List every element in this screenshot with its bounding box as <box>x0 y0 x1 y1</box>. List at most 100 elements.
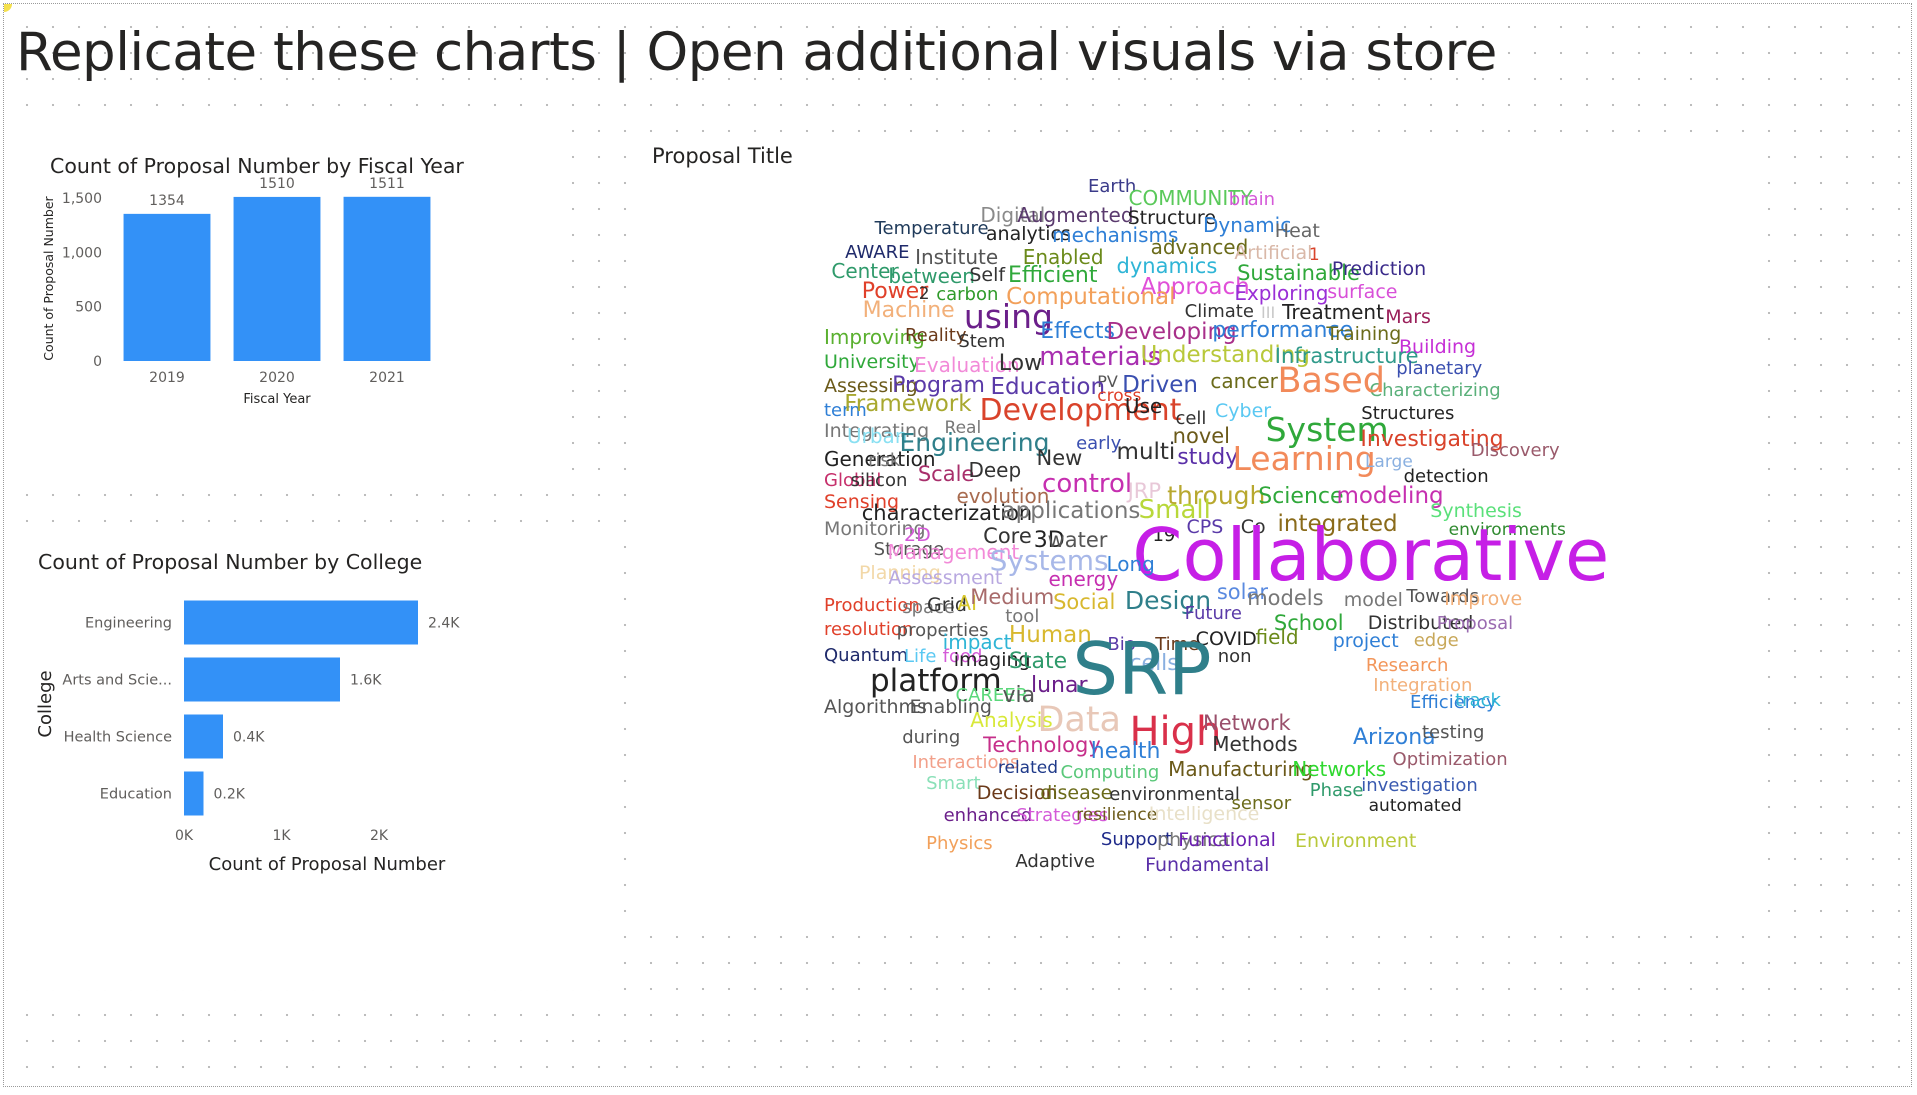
word-cloud-word[interactable]: cell <box>1175 408 1207 430</box>
word-cloud-word[interactable]: Core <box>983 524 1032 549</box>
word-cloud-word[interactable]: Scale <box>917 461 975 486</box>
bar[interactable] <box>184 600 418 645</box>
word-cloud-word[interactable]: Design <box>1124 586 1212 616</box>
word-cloud-word[interactable]: III <box>1261 303 1276 323</box>
word-cloud-word[interactable]: resolution <box>824 619 914 641</box>
word-cloud-word[interactable]: Machine <box>862 298 955 324</box>
word-cloud-word[interactable]: Adaptive <box>1015 851 1096 873</box>
bar[interactable] <box>184 714 223 759</box>
word-cloud-word[interactable]: study <box>1177 444 1239 470</box>
word-cloud-word[interactable]: imaging <box>953 648 1031 671</box>
word-cloud-word[interactable]: High <box>1129 708 1222 755</box>
word-cloud-word[interactable]: between <box>888 264 975 289</box>
word-cloud-word[interactable]: 1 <box>1308 244 1320 265</box>
word-cloud-word[interactable]: Decision <box>976 781 1058 804</box>
proposal-title-word-cloud[interactable]: Proposal Title Earth COMMUNITY brain Digita… <box>634 134 1762 924</box>
word-cloud-word[interactable]: State <box>1008 648 1068 674</box>
word-cloud-word[interactable]: Distributed <box>1367 611 1474 634</box>
word-cloud-word[interactable]: Monitoring <box>824 518 926 540</box>
word-cloud-word[interactable]: Social <box>1053 589 1116 614</box>
word-cloud-word[interactable]: space <box>902 597 955 619</box>
word-cloud-word[interactable]: control <box>1042 469 1133 500</box>
word-cloud-word[interactable]: Science <box>1258 483 1344 509</box>
word-cloud-word[interactable]: AI <box>957 591 977 616</box>
word-cloud-word[interactable]: Computational <box>1006 283 1176 310</box>
word-cloud-word[interactable]: 19 <box>1152 525 1176 547</box>
word-cloud-word[interactable]: Structure <box>1127 206 1216 229</box>
word-cloud-word[interactable]: Based <box>1277 360 1385 401</box>
word-cloud-word[interactable]: evolution <box>956 483 1050 508</box>
word-cloud-word[interactable]: Future <box>1184 603 1242 625</box>
word-cloud-word[interactable]: Enabling <box>909 696 992 719</box>
word-cloud-word[interactable]: Methods <box>1212 731 1298 756</box>
word-cloud-word[interactable]: Generation <box>824 447 936 472</box>
word-cloud-word[interactable]: Phase <box>1309 780 1364 802</box>
word-cloud-word[interactable]: Driven <box>1122 371 1198 398</box>
word-cloud-word[interactable]: energy <box>1048 566 1119 591</box>
word-cloud-word[interactable]: project <box>1332 630 1399 653</box>
word-cloud-word[interactable]: Bio <box>1107 633 1136 655</box>
word-cloud-word[interactable]: Prediction <box>1331 258 1427 281</box>
word-cloud-word[interactable]: materials <box>1039 342 1162 373</box>
word-cloud-word[interactable]: brain <box>1228 188 1276 210</box>
word-cloud-word[interactable]: novel <box>1172 424 1231 449</box>
word-cloud-word[interactable]: Low <box>998 350 1043 376</box>
word-cloud-word[interactable]: Integration <box>1373 675 1473 697</box>
word-cloud-word[interactable]: resilience <box>1076 804 1158 825</box>
word-cloud-word[interactable]: Investigating <box>1360 426 1504 452</box>
word-cloud-word[interactable]: field <box>1255 625 1299 650</box>
word-cloud-word[interactable]: Collaborative <box>1132 512 1610 597</box>
word-cloud-word[interactable]: advanced <box>1150 234 1249 259</box>
word-cloud-word[interactable]: Discovery <box>1470 439 1560 461</box>
word-cloud-word[interactable]: Understanding <box>1140 342 1310 369</box>
bar[interactable] <box>123 213 211 361</box>
word-cloud-word[interactable]: Physics <box>926 832 993 854</box>
word-cloud-word[interactable]: silicon <box>850 470 908 492</box>
word-cloud-word[interactable]: early <box>1076 432 1122 454</box>
word-cloud-word[interactable]: Intelligence <box>1148 803 1260 826</box>
word-cloud-word[interactable]: Storage <box>873 538 945 560</box>
word-cloud-word[interactable]: Support <box>1100 829 1173 851</box>
word-cloud-word[interactable]: mechanisms <box>1052 222 1179 247</box>
word-cloud-word[interactable]: Integrating <box>824 420 930 443</box>
word-cloud-word[interactable]: Urban <box>847 424 908 449</box>
word-cloud-word[interactable]: Planning <box>858 561 941 584</box>
word-cloud-word[interactable]: 2 <box>918 283 930 304</box>
word-cloud-word[interactable]: Management <box>887 539 1020 564</box>
word-cloud-word[interactable]: Optimization <box>1392 748 1508 770</box>
word-cloud-word[interactable]: Synthesis <box>1430 499 1522 522</box>
word-cloud-word[interactable]: Network <box>1203 710 1291 735</box>
word-cloud-word[interactable]: Efficiency <box>1410 692 1497 714</box>
word-cloud-word[interactable]: Developing <box>1106 319 1237 346</box>
word-cloud-word[interactable]: Power <box>861 278 929 304</box>
word-cloud-word[interactable]: models <box>1247 586 1324 611</box>
word-cloud-word[interactable]: CAREER <box>955 685 1029 707</box>
word-cloud-word[interactable]: Assessing <box>824 375 918 398</box>
word-cloud-word[interactable]: System <box>1265 409 1389 449</box>
word-cloud-word[interactable]: Training <box>1326 322 1402 345</box>
word-cloud-word[interactable]: cross <box>1097 386 1142 407</box>
word-cloud-word[interactable]: Enabled <box>1022 244 1104 269</box>
word-cloud-word[interactable]: Functional <box>1178 829 1276 852</box>
word-cloud-word[interactable]: water <box>1047 527 1108 552</box>
word-cloud-word[interactable]: Computing <box>1060 762 1160 783</box>
bar[interactable] <box>184 657 340 702</box>
word-cloud-word[interactable]: performance <box>1212 317 1354 343</box>
word-cloud-word[interactable]: enhanced <box>943 804 1033 826</box>
word-cloud-word[interactable]: Networks <box>1292 757 1387 782</box>
word-cloud-word[interactable]: Co <box>1240 515 1266 538</box>
word-cloud-word[interactable]: detection <box>1403 465 1489 487</box>
word-cloud-word[interactable]: tool <box>1005 605 1040 627</box>
word-cloud-word[interactable]: COMMUNITY <box>1128 186 1253 211</box>
word-cloud-word[interactable]: modeling <box>1336 482 1444 509</box>
bar[interactable] <box>343 196 431 361</box>
word-cloud-word[interactable]: Digital <box>980 203 1046 228</box>
word-cloud-word[interactable]: applications <box>1001 498 1141 525</box>
word-cloud-word[interactable]: Production <box>824 594 920 616</box>
word-cloud-word[interactable]: Efficient <box>1008 263 1098 289</box>
word-cloud-word[interactable]: Small <box>1138 494 1211 525</box>
word-cloud-word[interactable]: characterization <box>861 500 1033 525</box>
word-cloud-word[interactable]: Algorithms <box>824 696 927 719</box>
word-cloud-word[interactable]: properties <box>896 620 989 642</box>
word-cloud-word[interactable]: School <box>1273 610 1344 635</box>
